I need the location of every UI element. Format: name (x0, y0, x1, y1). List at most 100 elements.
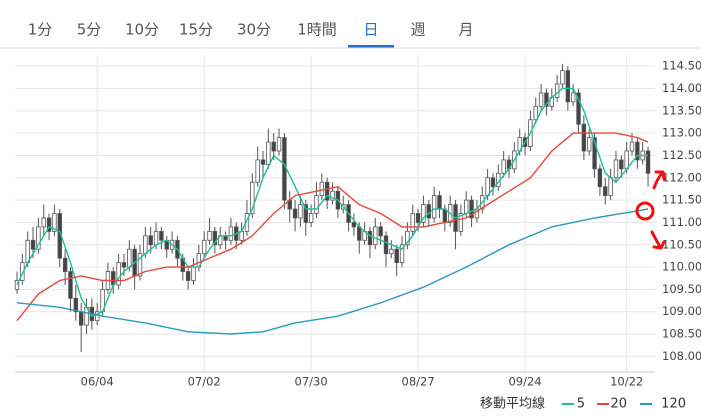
candle-body (373, 226, 378, 246)
candle-body (52, 213, 57, 232)
candle-body (645, 150, 651, 174)
candle-body (324, 181, 330, 201)
candle-body (501, 159, 506, 174)
candle-body (581, 123, 587, 152)
candle-body (78, 311, 84, 326)
candle-body (399, 244, 405, 264)
candle-body (292, 208, 298, 219)
candle-body (127, 248, 132, 268)
tab[interactable]: 週 (410, 21, 425, 39)
candle-body (533, 105, 538, 121)
y-tick-label: 108.00 (662, 349, 701, 363)
candle-body (191, 266, 196, 281)
candle-body (603, 186, 608, 197)
candle-body (597, 168, 603, 188)
candle-body (255, 159, 260, 183)
candle-body (378, 226, 383, 237)
candle-body (608, 177, 613, 197)
candle-body (458, 213, 464, 232)
candle-body (250, 181, 255, 214)
candle-body (201, 239, 207, 255)
candle-body (41, 217, 46, 228)
y-tick-label: 113.50 (662, 103, 701, 117)
y-tick-label: 111.00 (662, 215, 701, 229)
candle-body (68, 271, 73, 299)
candle-body (405, 230, 410, 246)
candle-body (383, 235, 389, 255)
candle-body (464, 199, 469, 214)
candle-body (635, 141, 640, 161)
circle-mark (635, 201, 655, 221)
tab-bar: 1分 5分 10分 15分 30分 1時間 日 週 月 (28, 21, 474, 48)
tab[interactable]: 1時間 (297, 21, 337, 39)
candle-body (469, 199, 474, 219)
candle-body (415, 213, 421, 223)
y-tick-label: 112.00 (662, 170, 701, 184)
ma-line (16, 87, 648, 318)
x-tick-label: 07/30 (295, 375, 328, 389)
arrow-down (650, 230, 666, 250)
candle-body (544, 92, 549, 107)
candle-body (357, 226, 362, 241)
candle-body (570, 92, 576, 103)
candle-body (282, 137, 287, 201)
x-tick-label: 08/27 (402, 375, 435, 389)
candle-body (137, 253, 143, 277)
plot: 108.00 108.50 109.00 109.50 110.00 110.50 111.… (14, 55, 701, 389)
y-tick-label: 110.50 (662, 237, 701, 251)
candle-body (394, 248, 399, 264)
ma-line (16, 132, 649, 322)
candle-body (308, 213, 314, 223)
candle-body (319, 181, 325, 197)
candle-body (95, 311, 100, 322)
tab[interactable]: 1分 (28, 21, 53, 39)
candle-body (442, 208, 448, 223)
candle-body (148, 235, 153, 246)
tab-underline (348, 45, 394, 48)
y-tick-label: 112.50 (662, 148, 701, 162)
candle-body (30, 239, 36, 250)
legend-label: 120 (661, 397, 686, 412)
candle-body (330, 190, 335, 201)
candle-body (266, 141, 271, 165)
candle-body (143, 235, 148, 255)
candle-body (271, 141, 276, 152)
tab[interactable]: 月 (458, 21, 473, 39)
candle-body (426, 204, 431, 219)
candle-body (437, 195, 442, 210)
candle-body (629, 141, 635, 152)
legend: 5 20 120 (562, 397, 686, 412)
candle-body (560, 70, 565, 85)
candle-body (212, 230, 218, 246)
y-tick-label: 110.00 (662, 260, 701, 274)
y-tick-label: 114.00 (662, 81, 701, 95)
candle-body (298, 204, 303, 219)
legend-title: 移動平均線 (480, 396, 545, 412)
tab[interactable]: 5分 (77, 21, 102, 39)
candle-body (46, 217, 52, 232)
tab[interactable]: 10分 (125, 21, 159, 39)
candle-body (538, 92, 544, 107)
candle-body (565, 70, 571, 103)
tab[interactable]: 30分 (237, 21, 271, 39)
candle-body (624, 150, 629, 170)
arrow-up (652, 170, 666, 190)
tab[interactable]: 日 (363, 21, 378, 39)
candle-body (159, 230, 164, 241)
candle-body (121, 262, 127, 268)
candle-body (228, 226, 234, 241)
candle-body (207, 230, 212, 241)
candle-body (410, 213, 415, 232)
candle-body (619, 159, 624, 170)
candle-body (73, 297, 79, 313)
candle-body (260, 159, 266, 165)
y-tick-label: 114.50 (662, 59, 701, 73)
y-tick-label: 108.50 (662, 327, 701, 341)
y-tick-label: 109.00 (662, 304, 701, 318)
candle-body (153, 230, 159, 246)
x-tick-label: 07/02 (188, 375, 221, 389)
candle-body (490, 177, 496, 188)
candle-body (389, 248, 394, 255)
tab[interactable]: 15分 (179, 21, 213, 39)
